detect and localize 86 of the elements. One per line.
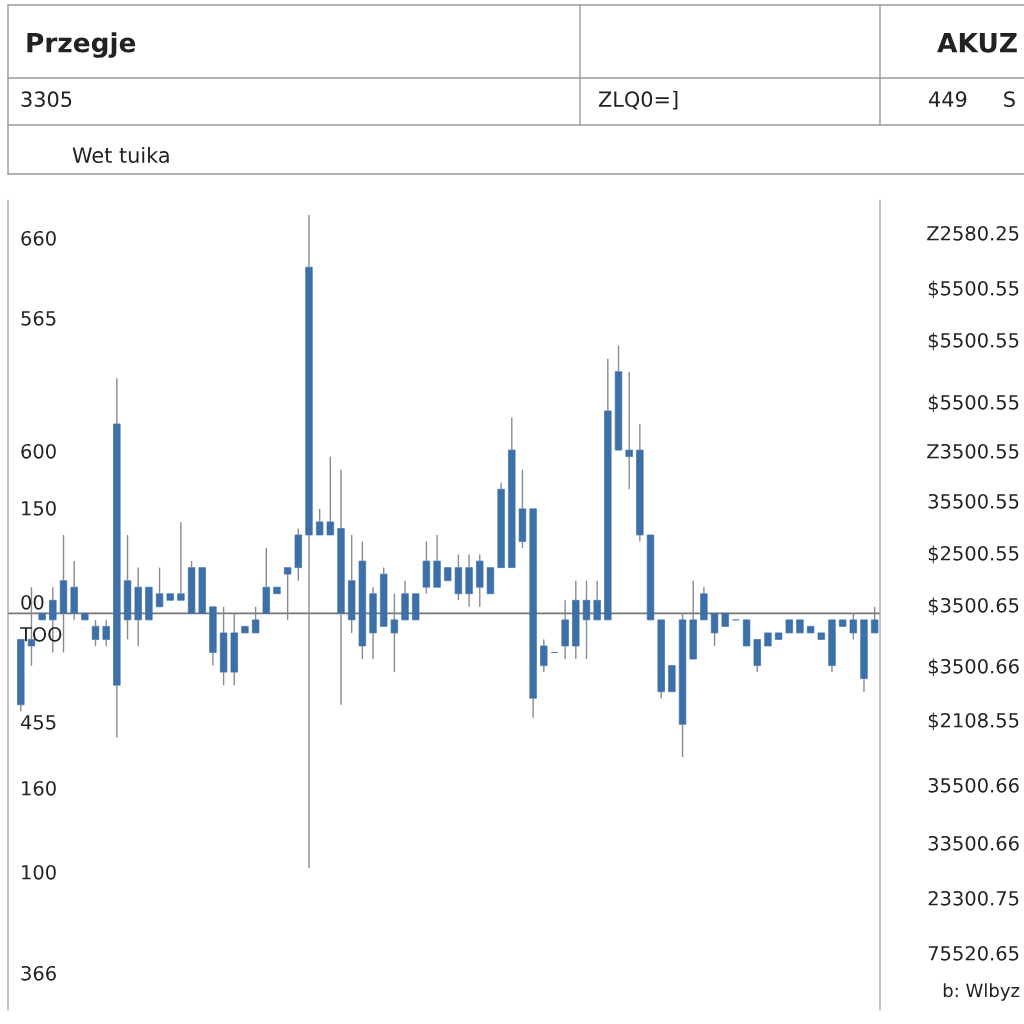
candlestick <box>668 665 676 693</box>
candlestick <box>828 619 836 673</box>
candlestick <box>102 619 110 647</box>
text: 33500.66 <box>928 835 1019 851</box>
candlestick <box>38 612 46 621</box>
candlestick <box>273 586 281 595</box>
text: b: Wlbyz <box>943 983 1020 1001</box>
candlestick <box>582 579 591 660</box>
text: 75520.65 <box>928 945 1019 961</box>
candlestick <box>497 482 505 568</box>
annotation: 160 <box>22 780 56 796</box>
candlestick <box>283 567 292 621</box>
text: Wet tuika <box>72 146 169 164</box>
text: $2500.55 <box>928 545 1019 564</box>
candlestick <box>625 371 633 490</box>
candlestick <box>764 632 772 647</box>
candlestick <box>572 579 580 660</box>
candlestick <box>785 619 793 634</box>
annotation: 600 <box>21 443 56 459</box>
candlestick <box>860 619 868 693</box>
candlestick <box>444 567 452 582</box>
text: Z2580.25 <box>927 225 1019 241</box>
candlestick <box>390 593 399 673</box>
candlestick <box>198 567 206 614</box>
annotation: 565 <box>21 310 56 326</box>
text: $5500.55 <box>928 394 1019 413</box>
candlestick <box>700 586 708 621</box>
candlestick <box>209 606 217 667</box>
candlestick <box>401 579 409 621</box>
annotation: 00 <box>21 594 44 610</box>
candlestick <box>369 586 377 660</box>
annotation: 150 <box>22 500 56 516</box>
text: $5500.55 <box>928 280 1019 299</box>
candlestick <box>305 214 313 869</box>
text: 23300.75 <box>928 890 1019 906</box>
text: $5500.55 <box>928 332 1019 351</box>
candlestick <box>689 579 697 660</box>
candlestick <box>721 612 729 627</box>
candlestick <box>155 566 164 608</box>
annotation: TOO <box>19 626 62 642</box>
candlestick <box>70 560 78 621</box>
annotation: 455 <box>20 715 56 730</box>
candlestick <box>742 619 751 647</box>
candlestick <box>123 534 132 641</box>
candlestick <box>614 344 623 451</box>
candlestick <box>465 553 473 608</box>
text: 3305 <box>21 91 72 108</box>
candlestick <box>561 599 569 660</box>
candlestick <box>262 547 270 614</box>
text: $2108.55 <box>928 712 1019 731</box>
candlestick <box>113 377 121 739</box>
candlestick <box>529 508 537 719</box>
candlestick <box>433 534 441 588</box>
candlestick <box>817 632 825 640</box>
text: 35500.55 <box>928 493 1019 509</box>
text: 449 <box>929 91 967 108</box>
candlestick <box>412 593 420 621</box>
text: 35500.66 <box>928 777 1019 793</box>
candlestick <box>593 579 601 621</box>
text: Z3500.55 <box>927 443 1019 459</box>
annotation: 660 <box>21 230 56 246</box>
text: $3500.66 <box>928 658 1019 677</box>
candlestick <box>241 626 249 634</box>
candlestick <box>177 521 185 601</box>
candlestick <box>134 566 142 647</box>
text: Przegje <box>27 32 136 58</box>
text: S <box>1004 91 1015 108</box>
candlestick <box>145 586 153 621</box>
text: $3500.65 <box>928 597 1019 616</box>
candlestick <box>508 416 516 568</box>
annotation: 100 <box>22 864 56 880</box>
candlestick <box>326 455 334 536</box>
candlestick <box>838 619 847 627</box>
candlestick <box>486 567 495 595</box>
text: AKUZ <box>937 33 1017 53</box>
candlestick <box>636 423 644 543</box>
candlestick <box>774 632 783 640</box>
candlestick <box>646 534 655 621</box>
candlestick <box>81 612 89 621</box>
candlestick <box>806 626 815 634</box>
candlestick <box>796 619 804 634</box>
text: 366 <box>21 965 56 981</box>
candlestick <box>604 357 612 621</box>
candlestick <box>337 468 345 706</box>
text: ZLQ0=] <box>598 90 678 110</box>
candlestick <box>166 593 174 601</box>
